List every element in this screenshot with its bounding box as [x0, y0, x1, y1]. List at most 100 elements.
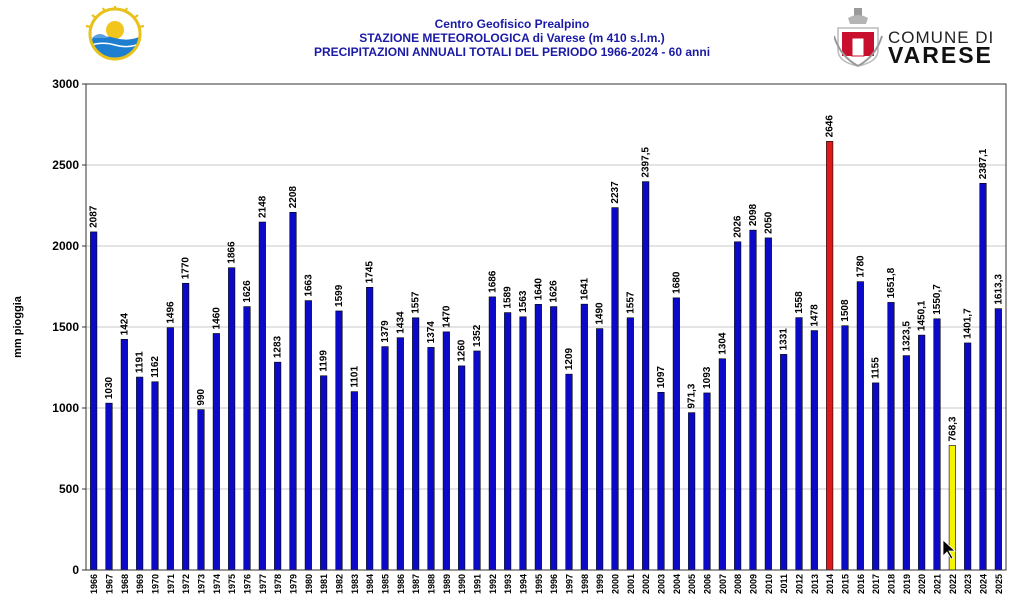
- bar-2016: [856, 281, 864, 571]
- x-tick-label: 2020: [917, 574, 927, 594]
- x-tick-label: 1981: [319, 574, 329, 594]
- bar-value-label: 2050: [763, 211, 774, 234]
- x-tick-label: 1970: [151, 574, 161, 594]
- bar-2010: [764, 237, 772, 571]
- bar-value-label: 1199: [319, 350, 330, 372]
- chart-title-line1: Centro Geofisico Prealpino: [434, 17, 590, 31]
- y-tick-label: 2000: [52, 239, 79, 253]
- bar-value-label: 1030: [104, 376, 115, 399]
- bar-1987: [412, 317, 420, 571]
- bar-1968: [120, 339, 128, 571]
- bar-value-label: 1680: [671, 271, 682, 294]
- x-tick-label: 1998: [580, 574, 590, 594]
- x-tick-label: 2009: [749, 574, 759, 594]
- bar-value-label: 1424: [119, 313, 130, 336]
- x-tick-label: 1985: [381, 574, 391, 594]
- bar-value-label: 1304: [717, 332, 728, 355]
- x-tick-label: 2018: [887, 574, 897, 594]
- x-tick-label: 2025: [994, 574, 1004, 594]
- bar-value-label: 1496: [165, 301, 176, 324]
- bar-2009: [749, 229, 757, 571]
- x-tick-label: 2006: [703, 574, 713, 594]
- bar-1988: [427, 347, 435, 571]
- x-tick-label: 1972: [181, 574, 191, 594]
- x-tick-label: 1997: [565, 574, 575, 594]
- bar-1981: [320, 375, 328, 571]
- bar-1999: [596, 328, 604, 571]
- bar-1969: [136, 376, 144, 571]
- x-tick-label: 2014: [825, 574, 835, 594]
- bar-1990: [458, 365, 466, 571]
- bar-value-label: 1379: [380, 320, 391, 343]
- x-tick-label: 2001: [626, 574, 636, 594]
- bar-value-label: 1557: [411, 291, 422, 314]
- x-tick-label: 2010: [764, 574, 774, 594]
- bars: [90, 141, 1002, 571]
- bar-2007: [718, 358, 726, 571]
- bar-2012: [795, 317, 803, 571]
- bar-value-label: 1640: [533, 278, 544, 301]
- x-tick-label: 1994: [519, 574, 529, 594]
- x-tick-label: 2023: [963, 574, 973, 594]
- bar-value-label: 1283: [273, 335, 284, 358]
- y-axis-ticks: 0 500 1000 1500 2000 2500 3000: [52, 77, 86, 577]
- bar-value-label: 2237: [610, 181, 621, 204]
- bar-1978: [274, 361, 282, 571]
- y-tick-label: 0: [72, 563, 79, 577]
- bar-1996: [550, 306, 558, 571]
- bar-2001: [626, 317, 634, 571]
- bar-value-label: 1686: [487, 270, 498, 293]
- bar-1977: [258, 221, 266, 571]
- bar-2020: [918, 334, 926, 571]
- bar-value-label: 1770: [181, 257, 192, 280]
- x-tick-label: 1978: [273, 574, 283, 594]
- bar-value-label: 2098: [748, 203, 759, 226]
- bar-value-label: 1563: [518, 290, 529, 313]
- y-tick-label: 1000: [52, 401, 79, 415]
- y-tick-label: 1500: [52, 320, 79, 334]
- x-tick-label: 1967: [105, 574, 115, 594]
- bar-1974: [212, 333, 220, 571]
- bar-1979: [289, 212, 297, 571]
- bar-2015: [841, 325, 849, 571]
- x-tick-label: 1966: [89, 574, 99, 594]
- bar-value-label: 1550,7: [932, 284, 943, 315]
- bar-value-label: 971,3: [687, 383, 698, 408]
- y-axis-label: mm pioggia: [12, 295, 24, 358]
- bar-value-label: 1780: [855, 255, 866, 278]
- bar-2024: [979, 182, 987, 571]
- x-tick-label: 2017: [871, 574, 881, 594]
- x-tick-label: 2002: [641, 574, 651, 594]
- chart-title-line3: PRECIPITAZIONI ANNUALI TOTALI DEL PERIOD…: [313, 45, 711, 59]
- x-tick-label: 2003: [657, 574, 667, 594]
- bar-2003: [657, 391, 665, 571]
- x-tick-label: 2007: [718, 574, 728, 594]
- bar-value-label: 1331: [779, 328, 790, 351]
- bar-1991: [473, 350, 481, 571]
- x-tick-label: 1999: [595, 574, 605, 594]
- x-tick-label: 1989: [442, 574, 452, 594]
- bar-1989: [442, 331, 450, 571]
- bar-value-label: 1490: [595, 302, 606, 325]
- bar-2014: [826, 141, 834, 571]
- x-tick-label: 1969: [135, 574, 145, 594]
- bar-value-label: 768,3: [947, 416, 958, 441]
- bar-1994: [519, 316, 527, 571]
- bar-1985: [381, 346, 389, 571]
- bar-2018: [887, 302, 895, 571]
- bar-value-label: 2646: [825, 115, 836, 138]
- bar-1971: [166, 327, 174, 571]
- bar-value-label: 1162: [150, 356, 161, 378]
- bar-1970: [151, 381, 159, 571]
- bar-2019: [902, 355, 910, 571]
- varese-crest-icon: [834, 8, 883, 67]
- bar-value-label: 1641: [579, 277, 590, 300]
- x-tick-label: 2022: [948, 574, 958, 594]
- bar-value-label: 1599: [334, 284, 345, 307]
- x-tick-label: 2016: [856, 574, 866, 594]
- x-tick-label: 2013: [810, 574, 820, 594]
- x-tick-label: 1986: [396, 574, 406, 594]
- bar-1986: [396, 337, 404, 571]
- bar-value-label: 1374: [426, 321, 437, 344]
